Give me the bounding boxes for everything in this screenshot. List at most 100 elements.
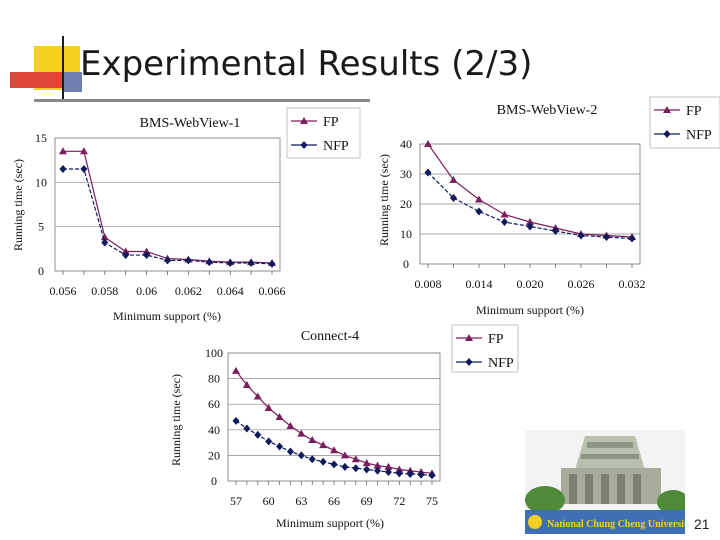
chart3-y-tick-label: 80 <box>208 372 220 386</box>
chart3-point-fp <box>297 429 306 437</box>
accent-blue-square <box>64 72 82 92</box>
chart3-point-nfp <box>374 466 382 475</box>
chart3-point-fp <box>275 413 284 420</box>
chart3-point-nfp <box>363 465 371 474</box>
chart1-x-tick-label: 0.064 <box>217 284 244 298</box>
chart2-point-fp <box>449 176 458 183</box>
chart3-y-tick-label: 40 <box>208 423 220 437</box>
chart3-point-fp <box>351 455 360 463</box>
chart3-point-fp <box>242 381 251 388</box>
chart3-x-tick-label: 69 <box>361 494 373 508</box>
chart3-point-nfp <box>417 470 425 479</box>
chart2-y-tick-label: 20 <box>400 197 412 211</box>
chart3-point-nfp <box>384 468 392 477</box>
chart2-point-fp <box>526 218 534 225</box>
chart2-point-nfp <box>526 222 534 231</box>
chart3-legend <box>451 324 519 373</box>
chart2-x-tick-label: 0.020 <box>517 277 544 291</box>
chart3-y-tick-label: 100 <box>205 346 223 360</box>
chart3-point-nfp <box>243 424 251 433</box>
chart3-point-nfp <box>254 430 262 439</box>
chart3-point-nfp <box>330 460 338 469</box>
chart3-point-nfp <box>341 462 349 471</box>
chart3-point-fp <box>362 459 371 467</box>
chart3-y-tick-label: 60 <box>208 397 220 411</box>
chart3-point-nfp <box>406 469 414 478</box>
chart1-point-nfp <box>143 251 151 260</box>
chart3-point-nfp <box>286 447 294 456</box>
chart1-point-nfp <box>164 256 171 265</box>
chart1-legend-label-fp: FP <box>323 115 339 130</box>
chart1-x-tick-label: 0.062 <box>175 284 202 298</box>
chart3-x-tick-label: 57 <box>230 494 242 508</box>
chart2-title: BMS-WebView-2 <box>497 103 598 118</box>
chart1-legend-marker-nfp <box>300 141 308 149</box>
chart1-point-fp <box>59 147 67 155</box>
chart3-point-nfp <box>319 457 327 466</box>
chart1-legend-marker-fp <box>300 117 308 124</box>
chart1-y-tick-label: 10 <box>35 175 47 189</box>
chart1-point-nfp <box>80 165 88 174</box>
chart1-y-tick-label: 5 <box>38 220 44 234</box>
chart2-y-tick-label: 30 <box>400 167 412 181</box>
slide-title: Experimental Results (2/3) <box>80 44 533 84</box>
chart3-legend-marker-nfp <box>465 358 473 366</box>
chart3-point-fp <box>264 404 273 412</box>
chart1-title: BMS-WebView-1 <box>140 116 241 131</box>
chart3-legend-marker-fp <box>465 334 473 341</box>
chart1-legend <box>286 107 361 159</box>
chart3-point-nfp <box>276 442 284 451</box>
chart3-legend-label-nfp: NFP <box>488 356 514 371</box>
chart1-x-tick-label: 0.066 <box>259 284 286 298</box>
chart2-x-tick-label: 0.032 <box>619 277 646 291</box>
chart2-point-nfp <box>475 207 483 216</box>
chart2-y-tick-label: 10 <box>400 227 412 241</box>
chart3-x-tick-label: 60 <box>263 494 275 508</box>
slide-number: 21 <box>694 516 710 532</box>
chart3-y-tick-label: 0 <box>211 474 217 488</box>
chart2-point-nfp <box>501 218 508 226</box>
university-logo: National Chung Cheng University <box>525 430 685 534</box>
chart1-point-fp <box>79 147 88 155</box>
chart1-point-nfp <box>122 251 130 260</box>
chart2-y-tick-label: 40 <box>400 137 412 151</box>
chart3-point-nfp <box>308 455 316 464</box>
chart1-x-axis-label: Minimum support (%) <box>113 309 221 323</box>
chart3-x-axis-label: Minimum support (%) <box>276 516 384 530</box>
chart1-y-axis-label: Running time (sec) <box>11 159 25 251</box>
chart3-point-nfp <box>352 464 360 473</box>
chart1-x-tick-label: 0.06 <box>136 284 157 298</box>
chart2-point-nfp <box>603 233 610 241</box>
chart1-point-fp <box>100 233 109 241</box>
chart1-point-nfp <box>59 165 67 174</box>
chart2-point-nfp <box>628 234 636 243</box>
chart3-title: Connect-4 <box>301 329 359 344</box>
chart3-point-nfp <box>297 451 305 460</box>
chart1-legend-label-nfp: NFP <box>323 139 349 154</box>
chart3-point-fp <box>253 392 262 400</box>
chart3-legend-label-fp: FP <box>488 332 504 347</box>
chart2-legend <box>649 96 720 149</box>
chart1-point-fp <box>142 247 151 255</box>
chart2-x-tick-label: 0.014 <box>466 277 493 291</box>
chart2-point-fp <box>424 140 432 147</box>
chart3-point-nfp <box>428 471 436 480</box>
chart3-x-tick-label: 63 <box>295 494 307 508</box>
chart1-y-tick-label: 0 <box>38 264 44 278</box>
accent-red-bar <box>10 72 68 88</box>
chart1-point-fp <box>121 247 130 255</box>
chart2-point-fp <box>500 210 509 218</box>
chart2-point-fp <box>475 195 483 203</box>
chart1-point-nfp <box>247 259 255 268</box>
chart3-plot-area <box>227 352 441 482</box>
chart1-point-nfp <box>226 259 234 268</box>
chart3-point-fp <box>340 451 349 459</box>
chart2-x-axis-label: Minimum support (%) <box>476 303 584 317</box>
chart2-y-axis-label: Running time (sec) <box>377 154 391 246</box>
chart3-point-fp <box>319 441 328 449</box>
chart2-y-tick-label: 0 <box>403 257 409 271</box>
chart3-x-tick-label: 75 <box>426 494 438 508</box>
chart3-point-fp <box>395 465 404 473</box>
chart3-point-nfp <box>232 416 240 425</box>
